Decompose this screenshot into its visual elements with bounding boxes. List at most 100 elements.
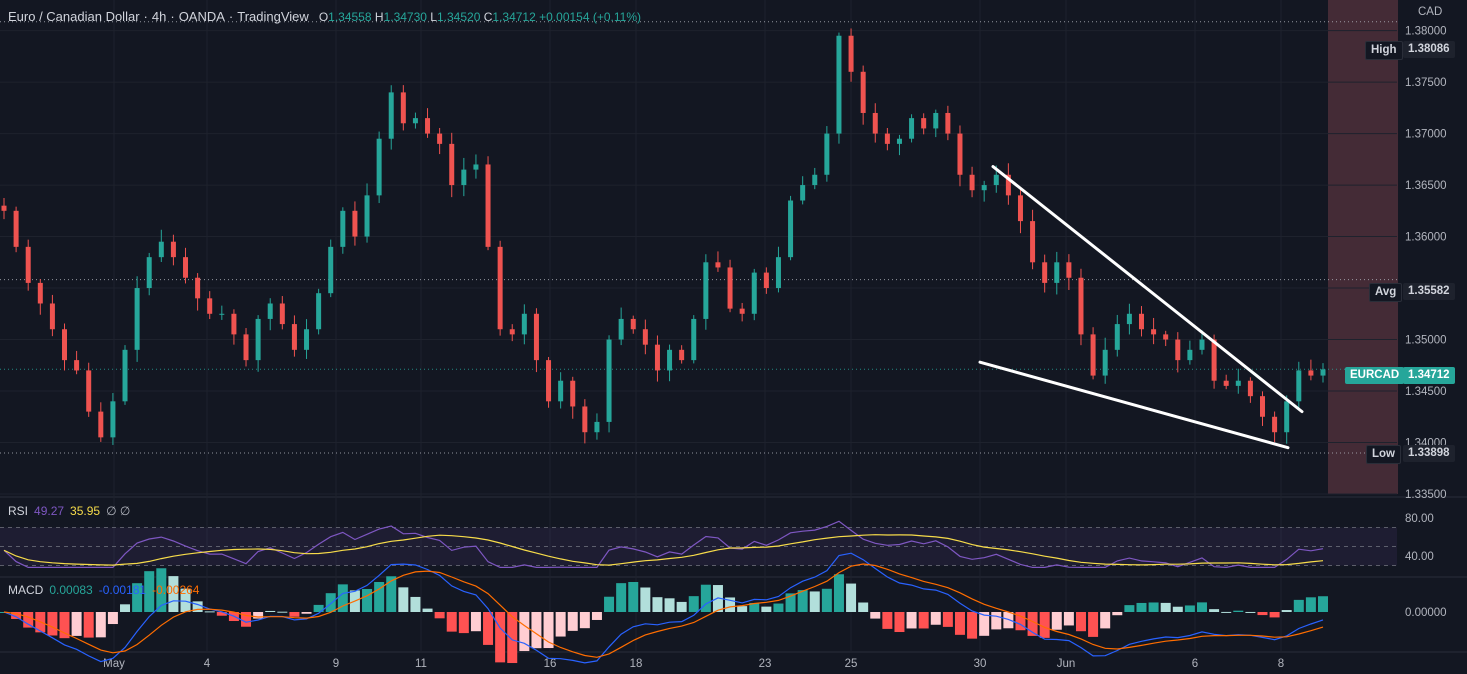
macd-bar <box>1209 609 1220 612</box>
candle-body <box>195 277 201 299</box>
macd-bar <box>59 612 70 639</box>
candle-body <box>279 303 285 325</box>
macd-bar <box>858 602 869 612</box>
macd-bar <box>773 603 784 612</box>
macd-bar <box>676 601 687 612</box>
candle-body <box>824 133 830 175</box>
low-tag-label: Low <box>1366 445 1401 464</box>
rsi-ma-value: 35.95 <box>70 504 101 518</box>
macd-bar <box>567 612 578 631</box>
candle-body <box>1284 401 1290 433</box>
macd-bar <box>1136 602 1147 612</box>
rsi-tick-1: 40.00 <box>1405 551 1434 563</box>
macd-bar <box>204 611 215 613</box>
candle-body <box>1199 339 1205 350</box>
macd-bar <box>458 612 469 634</box>
candle-body <box>1066 262 1072 278</box>
time-tick-6: 23 <box>759 658 772 670</box>
macd-bar <box>1051 612 1062 630</box>
candle-body <box>364 195 370 237</box>
candle-body <box>703 262 709 319</box>
macd-bar <box>640 587 651 612</box>
candle-body <box>304 329 310 350</box>
macd-bar <box>821 588 832 612</box>
macd-bar <box>95 612 106 638</box>
macd-bar <box>785 593 796 612</box>
rsi-value: 49.27 <box>34 504 65 518</box>
candle-body <box>49 303 55 330</box>
candles <box>1 28 1326 445</box>
candle-body <box>872 112 878 134</box>
candle-body <box>509 329 515 335</box>
macd-bar <box>1063 612 1074 626</box>
interval[interactable]: 4h <box>151 9 167 24</box>
macd-bar <box>325 593 336 612</box>
macd-bar <box>1233 610 1244 612</box>
candle-body <box>243 334 249 361</box>
macd-bar <box>688 596 699 612</box>
candle-body <box>715 262 721 268</box>
candle-body <box>1163 334 1169 340</box>
rsi-legend[interactable]: RSI 49.27 35.95 ∅ ∅ <box>8 504 130 518</box>
candle-body <box>812 174 818 186</box>
macd-bar <box>700 584 711 612</box>
last-price-value: 1.34712 <box>1403 367 1455 384</box>
candle-body <box>207 298 213 314</box>
candle-body <box>1090 334 1096 376</box>
candle-body <box>606 339 612 422</box>
macd-signal-line <box>3 563 1324 658</box>
symbol-name[interactable]: Euro / Canadian Dollar <box>8 9 140 24</box>
candle-body <box>933 112 939 129</box>
macd-bar <box>265 610 276 612</box>
time-tick-10: 6 <box>1192 658 1198 670</box>
rsi-extra: ∅ ∅ <box>106 504 131 518</box>
macd-bar <box>930 612 941 625</box>
macd-bar <box>591 612 602 620</box>
candle-body <box>74 360 80 371</box>
macd-bar <box>519 612 530 652</box>
candle-body <box>376 138 382 196</box>
highlight-region <box>1328 0 1398 494</box>
high-value: 1.34730 <box>383 10 427 24</box>
time-tick-1: 4 <box>204 658 211 670</box>
macd-bar <box>942 612 953 627</box>
candle-body <box>437 133 443 144</box>
macd-legend[interactable]: MACD 0.00083 -0.00181 -0.00264 <box>8 583 199 597</box>
macd-bar <box>1039 612 1050 638</box>
macd-bar <box>168 576 179 612</box>
macd-line-value: -0.00181 <box>98 583 147 597</box>
macd-bar <box>398 587 409 612</box>
macd-bar <box>833 574 844 612</box>
macd-bar <box>1245 611 1256 613</box>
macd-bar <box>1015 612 1026 631</box>
macd-bar <box>761 606 772 612</box>
macd-bar <box>132 583 143 612</box>
macd-bar <box>1172 606 1183 612</box>
macd-bar <box>870 612 881 619</box>
candle-body <box>1 205 7 211</box>
macd-bar <box>543 612 554 649</box>
price-tick-6: 1.35000 <box>1405 335 1447 347</box>
candle-body <box>521 313 527 335</box>
candle-body <box>1138 313 1144 330</box>
macd-bar <box>628 581 639 612</box>
change-value: +0.00154 (+0.11%) <box>539 10 641 24</box>
macd-bar <box>192 601 203 612</box>
candle-body <box>1017 195 1023 222</box>
candle-body <box>412 118 418 124</box>
candle-body <box>388 92 394 139</box>
macd-bar <box>882 612 893 629</box>
candle-body <box>836 35 842 134</box>
open-value: 1.34558 <box>328 10 372 24</box>
price-tick-4: 1.36000 <box>1405 232 1447 244</box>
trendline-2 <box>978 360 1290 450</box>
candle-body <box>739 308 745 314</box>
trendline-1 <box>991 165 1304 414</box>
ohlc-readout: O1.34558 H1.34730 L1.34520 C1.34712 +0.0… <box>318 10 641 24</box>
candle-body <box>1235 380 1241 386</box>
macd-bar <box>23 612 34 628</box>
avg-tag-label: Avg <box>1369 283 1403 302</box>
candle-body <box>993 174 999 186</box>
